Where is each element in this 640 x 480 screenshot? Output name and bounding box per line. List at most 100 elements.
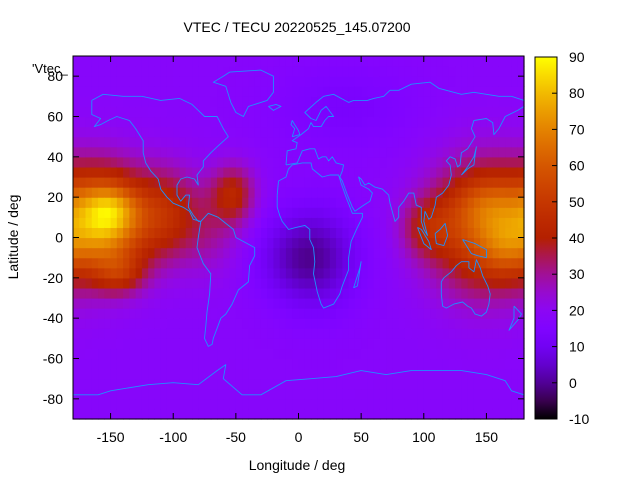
heatmap-cell <box>141 277 149 289</box>
heatmap-cell <box>398 398 406 410</box>
heatmap-cell <box>192 207 199 218</box>
heatmap-cell <box>404 378 412 390</box>
heatmap-cell <box>311 287 318 299</box>
heatmap-cell <box>448 146 456 158</box>
heatmap-cell <box>511 257 519 269</box>
heatmap-cell <box>135 136 143 148</box>
heatmap-cell <box>242 408 249 420</box>
heatmap-cell <box>367 56 375 67</box>
heatmap-cell <box>285 126 293 138</box>
heatmap-cell <box>148 146 156 158</box>
heatmap-cell <box>379 318 387 329</box>
y-tick-label: 40 <box>47 149 63 165</box>
heatmap-cell <box>423 378 431 390</box>
heatmap-cell <box>98 86 105 97</box>
heatmap-cell <box>141 106 149 118</box>
heatmap-cell <box>91 277 99 289</box>
heatmap-cell <box>354 116 362 128</box>
heatmap-cell <box>486 166 494 178</box>
heatmap-cell <box>373 136 381 148</box>
heatmap-cell <box>480 76 488 87</box>
heatmap-cell <box>198 287 206 299</box>
heatmap-cell <box>217 247 224 259</box>
heatmap-cell <box>373 197 381 208</box>
heatmap-cell <box>486 136 494 148</box>
heatmap-cell <box>436 66 444 77</box>
colorbar-tick-label: 30 <box>569 266 585 282</box>
heatmap-cell <box>323 368 331 380</box>
heatmap-cell <box>116 378 124 390</box>
heatmap-cell <box>148 308 156 319</box>
heatmap-cell <box>123 187 130 198</box>
heatmap-cell <box>160 408 168 420</box>
heatmap-cell <box>73 207 80 218</box>
heatmap-cell <box>185 277 193 289</box>
heatmap-cell <box>404 408 412 420</box>
heatmap-cell <box>480 358 488 370</box>
heatmap-cell <box>511 277 519 289</box>
heatmap-cell <box>379 308 387 319</box>
heatmap-cell <box>129 217 137 229</box>
heatmap-cell <box>348 358 356 370</box>
heatmap-cell <box>198 308 206 319</box>
heatmap-cell <box>148 136 156 148</box>
heatmap-cell <box>179 166 187 178</box>
heatmap-cell <box>505 207 513 218</box>
heatmap-cell <box>116 197 124 208</box>
heatmap-cell <box>511 308 519 319</box>
heatmap-cell <box>417 277 425 289</box>
heatmap-cell <box>285 338 293 350</box>
heatmap-cell <box>98 358 105 370</box>
heatmap-cell <box>166 237 174 249</box>
heatmap-cell <box>417 287 425 299</box>
heatmap-cell <box>348 348 356 360</box>
heatmap-cell <box>473 166 481 178</box>
heatmap-cell <box>79 358 87 370</box>
heatmap-cell <box>392 217 400 229</box>
heatmap-cell <box>486 408 494 420</box>
heatmap-cell <box>285 287 293 299</box>
heatmap-cell <box>179 257 187 269</box>
heatmap-cell <box>173 136 181 148</box>
heatmap-cell <box>229 338 237 350</box>
heatmap-cell <box>198 368 206 380</box>
heatmap-cell <box>386 267 394 279</box>
heatmap-cell <box>455 156 462 168</box>
heatmap-cell <box>404 358 412 370</box>
heatmap-cell <box>442 328 450 339</box>
heatmap-cell <box>242 126 249 138</box>
heatmap-cell <box>79 197 87 208</box>
heatmap-cell <box>342 207 350 218</box>
heatmap-cell <box>79 247 87 259</box>
heatmap-cell <box>411 96 419 108</box>
heatmap-cell <box>179 318 187 329</box>
heatmap-cell <box>461 388 469 400</box>
heatmap-cell <box>379 66 387 77</box>
heatmap-cell <box>98 126 105 138</box>
heatmap-cell <box>242 177 249 188</box>
heatmap-cell <box>210 156 218 168</box>
heatmap-cell <box>248 156 256 168</box>
heatmap-cell <box>273 86 281 97</box>
heatmap-cell <box>486 116 494 128</box>
heatmap-cell <box>273 368 281 380</box>
heatmap-cell <box>442 86 450 97</box>
y-tick-label: 20 <box>47 189 63 205</box>
heatmap-cell <box>248 338 256 350</box>
heatmap-cell <box>411 348 419 360</box>
heatmap-cell <box>204 398 212 410</box>
heatmap-cell <box>110 398 118 410</box>
heatmap-cell <box>235 277 243 289</box>
heatmap-cell <box>79 217 87 229</box>
heatmap-cell <box>267 207 275 218</box>
heatmap-cell <box>235 257 243 269</box>
heatmap-cell <box>292 166 300 178</box>
heatmap-cell <box>116 146 124 158</box>
heatmap-cell <box>166 298 174 309</box>
heatmap-cell <box>110 378 118 390</box>
heatmap-cell <box>217 197 224 208</box>
heatmap-cell <box>342 66 350 77</box>
heatmap-cell <box>511 126 519 138</box>
heatmap-cell <box>173 116 181 128</box>
heatmap-cell <box>198 348 206 360</box>
